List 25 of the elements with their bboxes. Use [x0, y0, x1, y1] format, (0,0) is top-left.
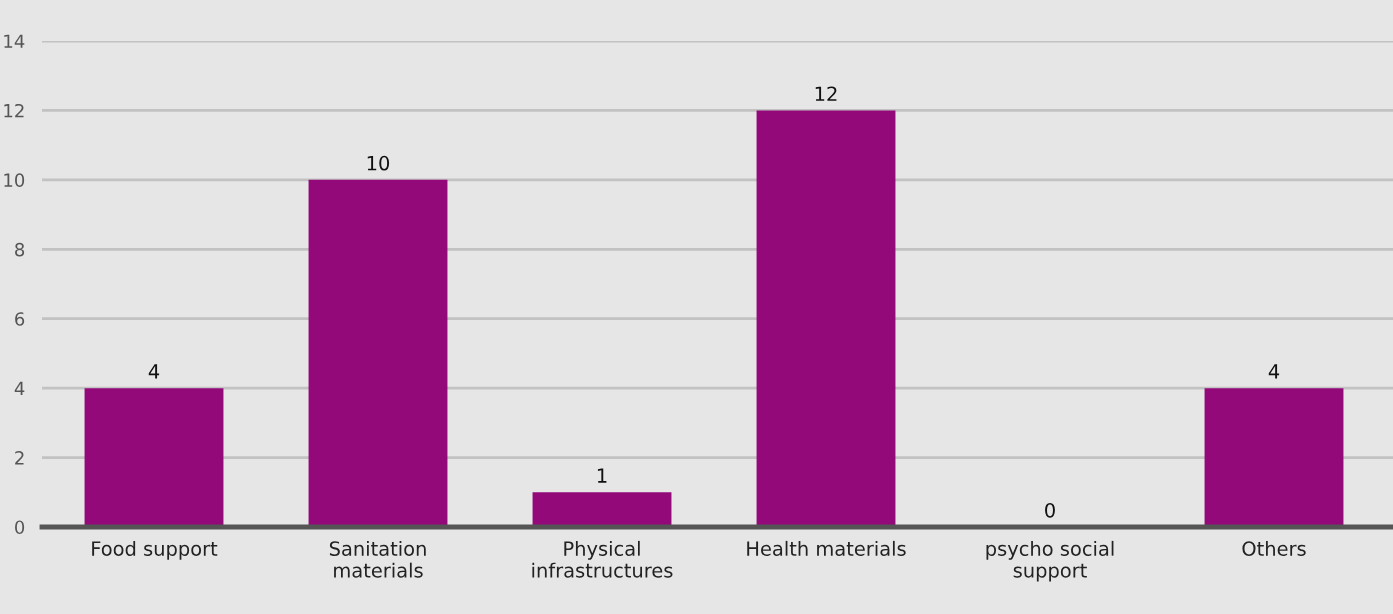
data-label: 4 — [1268, 364, 1280, 379]
x-tick-label: Others — [1242, 540, 1306, 556]
y-tick-label: 12 — [4, 103, 24, 118]
y-tick-label: 8 — [15, 242, 25, 257]
bar — [532, 492, 672, 527]
y-tick-label: 10 — [4, 173, 25, 187]
x-tick-label: Food support — [92, 540, 218, 560]
bar — [756, 110, 896, 527]
y-tick-label: 6 — [15, 312, 25, 326]
x-tick-label: Health materials — [747, 540, 906, 556]
y-tick-label: 2 — [15, 451, 24, 465]
bar — [308, 179, 448, 527]
bar — [84, 388, 224, 527]
bar — [1204, 388, 1344, 527]
data-label: 0 — [1045, 502, 1055, 518]
y-tick-label: 0 — [15, 520, 25, 535]
y-tick-label: 14 — [4, 34, 25, 48]
data-label: 4 — [148, 364, 160, 379]
x-tick-label: psycho social support — [986, 540, 1114, 582]
data-label: 12 — [815, 86, 837, 101]
data-label: 10 — [367, 155, 390, 171]
x-tick-label: Sanitation materials — [329, 540, 426, 578]
x-tick-label: Physical infrastructures — [532, 540, 673, 578]
y-tick-label: 4 — [14, 381, 25, 395]
data-label: 1 — [597, 468, 607, 483]
